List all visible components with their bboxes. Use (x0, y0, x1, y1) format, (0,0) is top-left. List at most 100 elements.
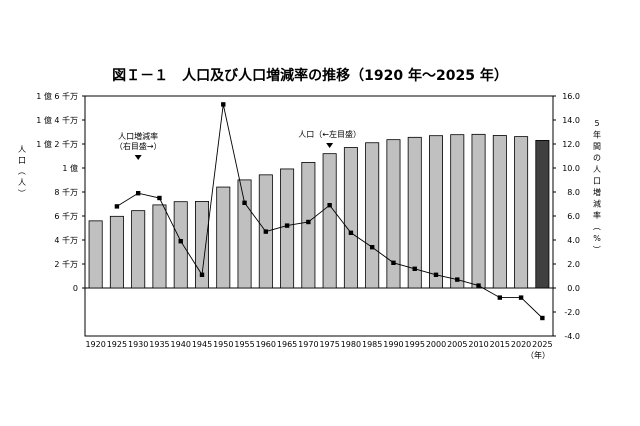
right-axis-label-char: 5 (594, 119, 599, 128)
rate-point-1965 (284, 223, 290, 228)
right-tick-label: -2.0 (564, 308, 580, 317)
right-tick-label: 8.0 (567, 188, 580, 197)
bar-1990 (386, 139, 401, 289)
x-tick-label: 1925 (107, 340, 127, 349)
right-axis-label-char: （ (592, 223, 601, 231)
rate-point-1945 (199, 272, 205, 277)
rate-point-2020 (518, 295, 524, 300)
rate-point-2010 (476, 283, 481, 288)
bar-2025 (535, 139, 550, 289)
left-tick-label: 6 千万 (54, 211, 78, 221)
bar-1935 (152, 204, 167, 289)
x-tick-label: 1955 (234, 340, 254, 349)
bar-1970 (301, 161, 316, 289)
annotation-arrow (326, 143, 334, 148)
x-tick-label: 2020 (511, 340, 531, 349)
rate-point-1950 (221, 102, 226, 107)
right-axis-label-char: 増 (593, 187, 601, 197)
bar-2000 (429, 135, 443, 289)
x-tick-label: 1945 (192, 340, 212, 349)
bar-2005 (450, 134, 465, 289)
x-tick-label: 2005 (447, 340, 467, 349)
x-axis-label: （年） (526, 350, 550, 360)
left-tick-label: 2 千万 (54, 259, 78, 269)
x-tick-label: 2010 (468, 340, 488, 349)
bar-2015 (492, 135, 507, 289)
annotation-text: 人口（←左目盛） (298, 129, 361, 139)
x-tick-label: 1980 (341, 340, 361, 349)
rate-point-1935 (157, 195, 162, 201)
x-tick-label: 2015 (490, 340, 510, 349)
x-tick-label: 2025 (532, 340, 552, 349)
annotation-text: （右目盛→） (115, 141, 162, 151)
x-tick-label: 1940 (171, 340, 191, 349)
left-axis-label-char: （ (17, 167, 26, 175)
rate-point-1995 (412, 266, 417, 271)
right-tick-label: 6.0 (567, 212, 580, 221)
rate-point-2015 (497, 295, 503, 300)
bar-2010 (471, 133, 486, 289)
bar-1930 (131, 210, 146, 289)
x-tick-label: 1990 (383, 340, 403, 349)
right-tick-label: 10.0 (562, 164, 580, 173)
rate-point-1990 (391, 260, 396, 265)
left-tick-label: 1 億 (62, 163, 78, 173)
x-tick-label: 1950 (213, 340, 233, 349)
right-tick-label: -4.0 (564, 332, 580, 341)
x-tick-label: 1985 (362, 340, 382, 349)
x-tick-label: 1930 (128, 340, 148, 349)
line-series (114, 102, 545, 321)
bar-1950 (216, 186, 231, 289)
right-axis-label-char: 間 (593, 142, 601, 151)
left-axis-label-char: 口 (18, 156, 26, 165)
right-axis-label-char: 人 (593, 165, 601, 174)
right-axis-label-char: の (593, 154, 601, 163)
right-tick-label: 14.0 (562, 116, 580, 125)
x-tick-label: 1970 (298, 340, 318, 349)
right-axis-label-char: ） (592, 246, 601, 254)
rate-point-1970 (306, 219, 311, 225)
bar-2020 (514, 136, 529, 289)
rate-point-1940 (178, 239, 183, 244)
tick-labels: 1 億 6 千万 1 億 4 千万 1 億 2 千万 1 億 8 千万 6 千万 4 千万 2… (36, 91, 580, 349)
right-axis-label-char: 年 (593, 130, 601, 140)
bar-1920 (88, 220, 103, 289)
left-axis-label: 人口（人） (17, 145, 26, 197)
rate-point-2025 (540, 315, 545, 321)
left-axis-label-char: 人 (18, 178, 26, 187)
bar-1955 (237, 179, 252, 289)
rate-point-1985 (369, 245, 375, 250)
bar-1975 (322, 153, 337, 289)
annotation-arrow (134, 155, 142, 160)
annotation-text: 人口増減率 (118, 131, 158, 141)
bar-1945 (195, 201, 209, 289)
bar-1965 (280, 168, 295, 289)
bar-1940 (173, 201, 188, 289)
x-tick-label: 1960 (256, 340, 276, 349)
right-axis-label-char: 減 (593, 199, 601, 209)
bar-1985 (365, 142, 380, 289)
rate-point-2005 (455, 277, 460, 282)
right-tick-label: 0.0 (567, 284, 580, 293)
x-tick-label: 1965 (277, 340, 297, 349)
rate-point-1925 (114, 204, 120, 209)
rate-point-1930 (135, 191, 141, 196)
left-tick-label: 1 億 2 千万 (36, 139, 78, 149)
rate-point-1980 (348, 230, 354, 235)
bar-1995 (407, 136, 422, 289)
rate-point-1960 (263, 229, 269, 234)
chart-title: 図Ｉ－１ 人口及び人口増減率の推移（1920 年～2025 年） (112, 67, 508, 84)
bar-series (88, 133, 550, 289)
right-tick-label: 2.0 (567, 260, 580, 269)
annotations: 人口増減率（右目盛→） 人口（←左目盛） (115, 129, 361, 160)
left-axis-label-char: 人 (18, 145, 26, 154)
right-axis-label-char: % (593, 234, 601, 243)
left-tick-label: 1 億 4 千万 (36, 115, 78, 125)
x-tick-label: 1920 (85, 340, 105, 349)
right-tick-label: 4.0 (567, 236, 580, 245)
right-axis-label-char: 率 (593, 210, 601, 220)
bar-1980 (343, 147, 358, 289)
